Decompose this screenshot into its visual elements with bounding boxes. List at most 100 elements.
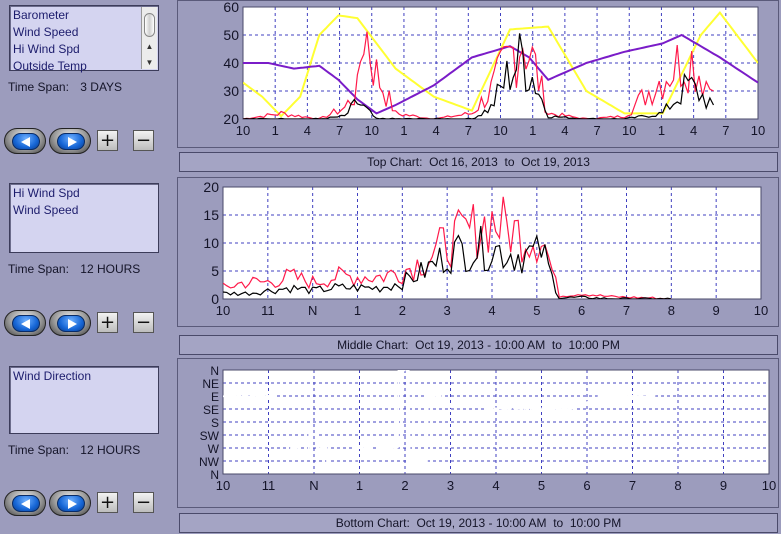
list-item[interactable]: Hi Wind Spd [13, 42, 80, 56]
listbox-scrollbar[interactable]: ▲ ▼ [141, 7, 157, 69]
right-arrow-icon [68, 137, 77, 147]
middle-zoom-out-button[interactable]: − [133, 312, 154, 333]
y-tick-label: E [211, 390, 219, 404]
time-span-label: Time Span: [8, 443, 69, 457]
list-item[interactable]: Outside Temp [13, 59, 87, 73]
top-series-listbox[interactable]: Barometer Wind Speed Hi Wind Spd Outside… [9, 5, 159, 73]
y-tick-label: SW [200, 429, 220, 443]
x-tick-label: 2 [401, 478, 408, 493]
x-tick-label: 1 [354, 303, 361, 318]
top-zoom-in-button[interactable]: + [97, 130, 118, 151]
x-tick-label: 10 [751, 123, 765, 138]
y-tick-label: 40 [223, 55, 239, 71]
series-line-hi-wind-spd [243, 31, 714, 119]
top-chart[interactable]: 20 30 40 50 60 10 1 4 7 10 1 4 7 10 1 4 7 10 1 4 7 10 [178, 0, 778, 147]
bottom-zoom-in-button[interactable]: + [97, 492, 118, 513]
y-tick-label: S [211, 416, 219, 430]
x-tick-label: 6 [578, 303, 585, 318]
y-tick-label: NE [202, 377, 219, 391]
plot-border [222, 369, 770, 475]
x-tick-label: 4 [690, 123, 697, 138]
x-tick-label: 3 [444, 303, 451, 318]
time-span-value: 12 HOURS [80, 262, 141, 276]
scroll-thumb[interactable] [144, 13, 155, 37]
top-chart-frame: 20 30 40 50 60 10 1 4 7 10 1 4 7 10 1 4 7 10 1 4 7 10 [177, 0, 779, 148]
y-tick-label: SE [203, 403, 219, 417]
x-tick-label: 7 [465, 123, 472, 138]
left-arrow-icon [21, 499, 30, 509]
x-tick-label: 7 [722, 123, 729, 138]
x-tick-label: 5 [538, 478, 545, 493]
x-tick-label: 7 [629, 478, 636, 493]
y-tick-label: 20 [223, 111, 239, 127]
y-tick-label: W [208, 442, 220, 456]
middle-chart-frame: 0 5 10 15 20 10 11 N 1 2 3 4 5 6 7 8 9 10 [177, 177, 779, 327]
x-tick-label: 1 [529, 123, 536, 138]
y-tick-label: 20 [203, 179, 219, 195]
x-tick-label: 4 [488, 303, 495, 318]
x-tick-label: 10 [365, 123, 379, 138]
x-tick-label: 9 [713, 303, 720, 318]
bottom-prev-button[interactable] [4, 490, 46, 516]
bottom-next-button[interactable] [49, 490, 91, 516]
bottom-series-listbox[interactable]: Wind Direction [9, 366, 159, 434]
top-prev-button[interactable] [4, 128, 46, 154]
middle-zoom-in-button[interactable]: + [97, 312, 118, 333]
series-line-wind-direction [223, 370, 656, 473]
series-line-wind-speed [243, 33, 715, 119]
bottom-time-span: Time Span: 12 HOURS [8, 443, 140, 457]
time-span-label: Time Span: [8, 80, 69, 94]
middle-time-span: Time Span: 12 HOURS [8, 262, 140, 276]
middle-next-button[interactable] [49, 310, 91, 336]
y-tick-label: 60 [223, 1, 239, 15]
x-tick-label: 10 [216, 478, 230, 493]
list-item[interactable]: Wind Speed [13, 203, 79, 217]
middle-chart-label: Middle Chart: Oct 19, 2013 - 10:00 AM to… [179, 335, 778, 355]
x-tick-label: 4 [433, 123, 440, 138]
x-tick-label: 9 [720, 478, 727, 493]
y-tick-label: 15 [203, 207, 219, 223]
list-item[interactable]: Wind Direction [13, 369, 92, 383]
y-tick-label: N [210, 364, 219, 378]
top-time-span: Time Span: 3 DAYS [8, 80, 122, 94]
x-tick-label: 1 [356, 478, 363, 493]
x-tick-label: 1 [272, 123, 279, 138]
y-tick-label: N [210, 468, 219, 482]
x-tick-label: 1 [400, 123, 407, 138]
y-tick-label: 5 [211, 263, 219, 279]
x-tick-label: 7 [623, 303, 630, 318]
right-arrow-icon [68, 499, 77, 509]
time-span-value: 3 DAYS [80, 80, 123, 94]
scroll-down-icon[interactable]: ▼ [145, 58, 154, 67]
bottom-zoom-out-button[interactable]: − [133, 492, 154, 513]
y-tick-label: 0 [211, 291, 219, 307]
x-tick-label: N [308, 303, 317, 318]
y-tick-label: 10 [203, 235, 219, 251]
top-zoom-out-button[interactable]: − [133, 130, 154, 151]
x-tick-label: 10 [236, 123, 250, 138]
x-tick-label: 7 [593, 123, 600, 138]
bottom-chart-frame: N NW W SW S SE E NE N 10 11 N 1 2 3 4 5 6 7 8 9 10 [177, 358, 779, 508]
list-item[interactable]: Wind Speed [13, 25, 79, 39]
x-tick-label: 11 [261, 303, 275, 318]
x-tick-label: 10 [216, 303, 230, 318]
top-next-button[interactable] [49, 128, 91, 154]
series-line-wind-speed [223, 225, 672, 299]
bottom-chart-label: Bottom Chart: Oct 19, 2013 - 10:00 AM to… [179, 513, 778, 533]
middle-chart[interactable]: 0 5 10 15 20 10 11 N 1 2 3 4 5 6 7 8 9 10 [178, 178, 778, 326]
plot-border [222, 186, 762, 300]
right-arrow-icon [68, 319, 77, 329]
left-arrow-icon [21, 137, 30, 147]
x-tick-label: 10 [493, 123, 507, 138]
list-item[interactable]: Hi Wind Spd [13, 186, 80, 200]
scroll-up-icon[interactable]: ▲ [145, 42, 154, 51]
top-chart-label: Top Chart: Oct 16, 2013 to Oct 19, 2013 [179, 152, 778, 172]
x-tick-label: 4 [561, 123, 568, 138]
list-item[interactable]: Barometer [13, 8, 70, 22]
middle-prev-button[interactable] [4, 310, 46, 336]
x-tick-label: 1 [658, 123, 665, 138]
x-tick-label: 3 [447, 478, 454, 493]
middle-series-listbox[interactable]: Hi Wind Spd Wind Speed [9, 183, 159, 253]
x-tick-label: N [309, 478, 318, 493]
